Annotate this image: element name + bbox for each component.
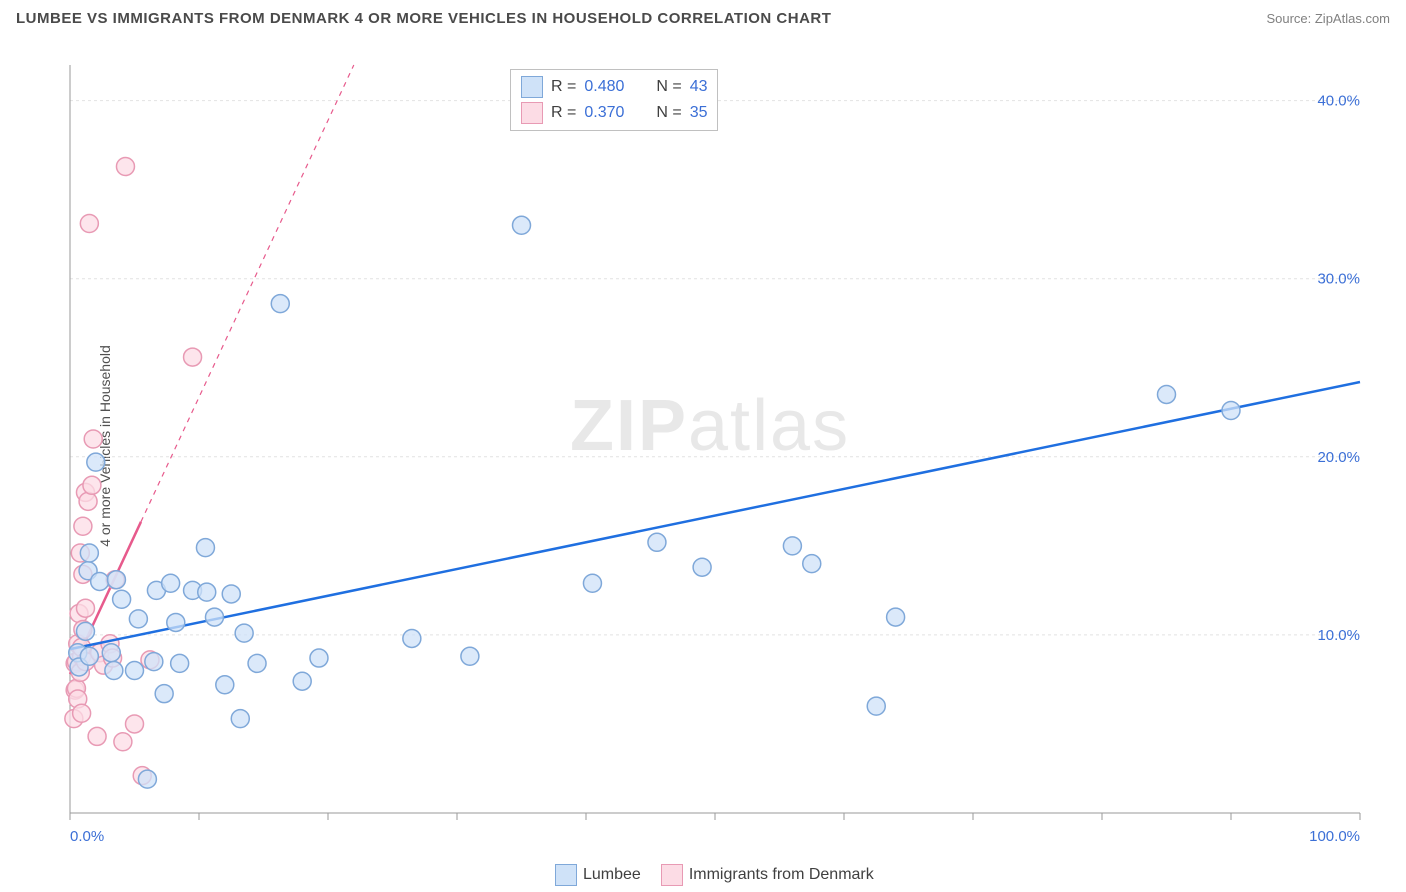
legend-n-label: N = — [656, 78, 681, 96]
legend-series-label: Immigrants from Denmark — [689, 866, 874, 884]
legend-series-item: Immigrants from Denmark — [661, 864, 874, 886]
legend-correlation: R = 0.480 N = 43 R = 0.370 N = 35 — [510, 69, 718, 131]
scatter-chart: 10.0% 20.0% 30.0% 40.0% 0.0% 100.0% — [50, 45, 1385, 845]
legend-r-label: R = — [551, 78, 576, 96]
legend-swatch — [555, 864, 577, 886]
legend-correlation-row: R = 0.370 N = 35 — [521, 100, 707, 126]
chart-title: LUMBEE VS IMMIGRANTS FROM DENMARK 4 OR M… — [16, 10, 831, 27]
title-bar: LUMBEE VS IMMIGRANTS FROM DENMARK 4 OR M… — [0, 0, 1406, 35]
legend-correlation-row: R = 0.480 N = 43 — [521, 74, 707, 100]
legend-swatch — [521, 102, 543, 124]
source-label: Source: ZipAtlas.com — [1266, 11, 1390, 26]
legend-r-value: 0.370 — [584, 104, 640, 122]
svg-text:20.0%: 20.0% — [1317, 449, 1360, 466]
legend-swatch — [521, 76, 543, 98]
svg-text:10.0%: 10.0% — [1317, 627, 1360, 644]
legend-n-label: N = — [656, 104, 681, 122]
legend-r-value: 0.480 — [584, 78, 640, 96]
svg-text:0.0%: 0.0% — [70, 828, 104, 845]
legend-r-label: R = — [551, 104, 576, 122]
svg-text:30.0%: 30.0% — [1317, 271, 1360, 288]
svg-text:40.0%: 40.0% — [1317, 93, 1360, 110]
chart-container: 10.0%20.0%30.0%40.0%0.0%100.0% ZIPatlas … — [50, 45, 1385, 845]
svg-text:100.0%: 100.0% — [1309, 828, 1360, 845]
legend-series: Lumbee Immigrants from Denmark — [555, 864, 874, 886]
legend-n-value: 43 — [690, 78, 708, 96]
legend-series-label: Lumbee — [583, 866, 641, 884]
legend-series-item: Lumbee — [555, 864, 641, 886]
legend-n-value: 35 — [690, 104, 708, 122]
legend-swatch — [661, 864, 683, 886]
